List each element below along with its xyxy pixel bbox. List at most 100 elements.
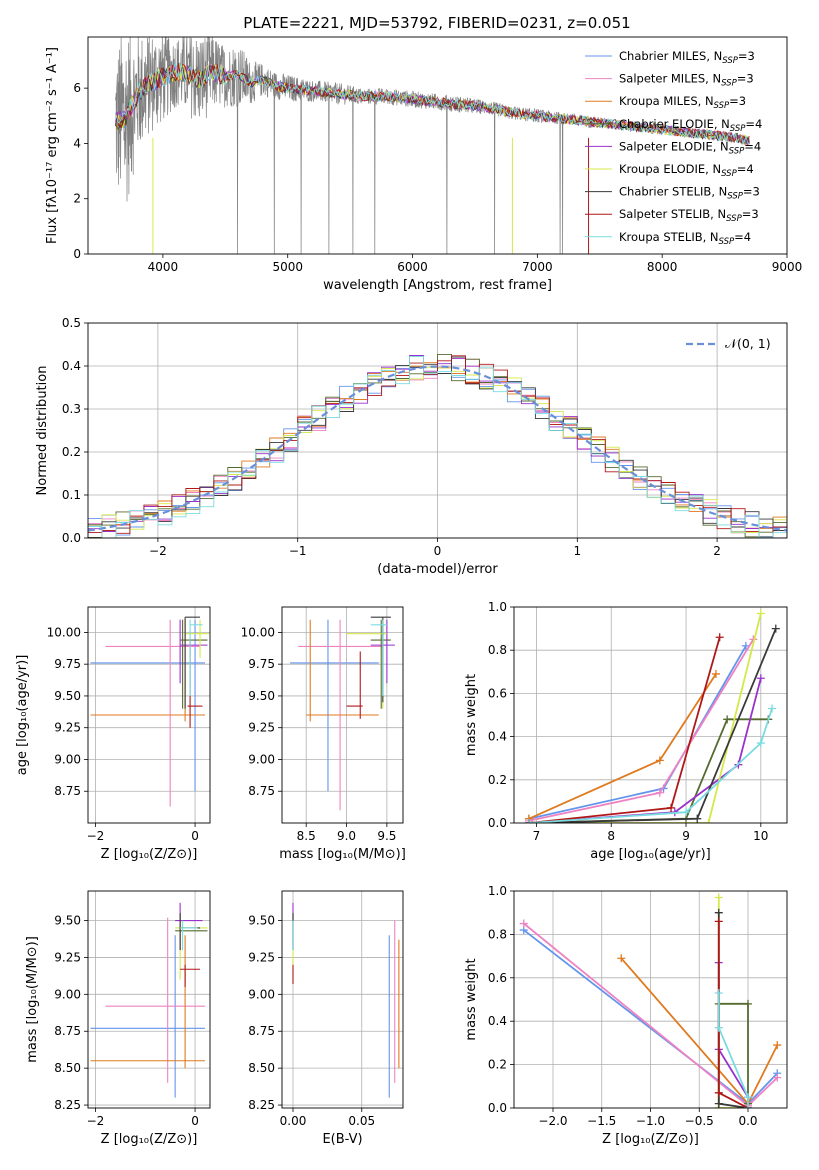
y-tick-label: 0.3 xyxy=(62,402,81,416)
y-tick-label: 9.50 xyxy=(54,689,81,703)
x-tick-label: 9 xyxy=(682,829,690,843)
y-tick-label: 0.4 xyxy=(62,359,81,373)
y-axis-label: Normed distribution xyxy=(35,366,50,496)
weight-marker-kroupa_miles xyxy=(711,669,720,678)
y-tick-label: 0.6 xyxy=(488,686,507,700)
weight-marker-kroupa_miles xyxy=(773,1041,782,1050)
mass_vs_ebv-panel: 0.00 0.05 8.25 8.50 8.75 9.00 9.25 9.50 E(B-V) xyxy=(248,890,404,1147)
normal-curve xyxy=(88,365,787,532)
y-tick-label: 9.75 xyxy=(54,657,81,671)
y-tick-label: 0.4 xyxy=(488,730,507,744)
x-tick-label: 7 xyxy=(533,829,541,843)
weight-line-chabrier_stelib xyxy=(717,912,749,1108)
y-tick-label: 1.0 xyxy=(488,600,507,614)
legend-entry-salpeter_stelib: Salpeter STELIB, NSSP=3 xyxy=(619,207,759,224)
x-tick-label: −2.0 xyxy=(538,1114,567,1128)
residual-histogram-kroupa_stelib xyxy=(88,356,787,538)
weight-marker-chabrier_stelib xyxy=(714,908,723,917)
x-tick-label: 6000 xyxy=(397,260,428,274)
x-tick-label: 0 xyxy=(191,1114,199,1128)
weight-marker-kroupa_stelib xyxy=(524,819,533,823)
weight-marker-salpeter_stelib xyxy=(714,917,723,926)
x-axis-label: Z [log₁₀(Z/Z⊙)] xyxy=(101,847,198,862)
mass_weight_vs_Z-plot-area xyxy=(514,891,787,1108)
residuals-panel: −2 −1 0 1 2 0.0 0.1 0.2 0.3 0.4 0.5 (data-model)/er… xyxy=(35,316,788,577)
legend-entry-chabrier_miles: Chabrier MILES, NSSP=3 xyxy=(619,49,755,66)
axes-frame xyxy=(87,36,788,255)
weight-line-salpeter_stelib xyxy=(528,636,721,823)
legend-entry-salpeter_miles: Salpeter MILES, NSSP=3 xyxy=(619,72,754,89)
weight-marker-kroupa_miles xyxy=(655,756,664,765)
weight-marker-salpeter_stelib xyxy=(714,1088,723,1097)
axes-frame xyxy=(87,606,211,824)
y-tick-label: 0.0 xyxy=(488,816,507,830)
x-tick-label: 0.00 xyxy=(280,1114,307,1128)
figure-title: PLATE=2221, MJD=53792, FIBERID=0231, z=0… xyxy=(243,14,630,32)
weight-marker-chabrier_elodie xyxy=(744,999,752,1008)
x-axis-label: wavelength [Angstrom, rest frame] xyxy=(323,278,552,293)
x-tick-label: 9.0 xyxy=(337,829,356,843)
y-axis-label: mass weight xyxy=(464,958,479,1040)
grid xyxy=(514,891,787,1108)
y-tick-label: 10.00 xyxy=(47,625,81,639)
weight-marker-kroupa_stelib xyxy=(682,808,691,817)
x-tick-label: −2 xyxy=(87,1114,105,1128)
y-tick-label: 8.25 xyxy=(54,1098,81,1112)
x-axis-label: Z [log₁₀(Z/Z⊙)] xyxy=(101,1132,198,1147)
weight-line-chabrier_miles xyxy=(528,645,747,820)
y-tick-label: 0.0 xyxy=(488,1101,507,1115)
x-tick-label: 0 xyxy=(191,829,199,843)
x-tick-label: −1 xyxy=(289,544,307,558)
weight-marker-kroupa_elodie xyxy=(704,819,713,823)
y-tick-label: 1.0 xyxy=(488,884,507,898)
x-tick-label: 1 xyxy=(573,544,581,558)
spectrum-legend: Chabrier MILES, NSSP=3 Salpeter MILES, NS… xyxy=(585,49,762,247)
x-tick-label: 9000 xyxy=(772,260,803,274)
y-tick-label: 9.00 xyxy=(54,752,81,766)
axes-frame xyxy=(513,606,788,824)
axes-frame xyxy=(87,322,788,539)
weight-line-salpeter_stelib xyxy=(717,921,749,1108)
x-tick-label: 0.0 xyxy=(738,1114,757,1128)
weight-marker-kroupa_stelib xyxy=(714,1023,723,1032)
legend-entry-salpeter_elodie: Salpeter ELODIE, NSSP=4 xyxy=(619,139,761,156)
x-tick-label: 0 xyxy=(434,544,442,558)
legend-entry-normal: 𝒩(0, 1) xyxy=(725,336,771,351)
weight-marker-chabrier_stelib xyxy=(771,624,780,633)
y-tick-label: 0.2 xyxy=(62,445,81,459)
y-axis-label: Flux [fλ10⁻¹⁷ erg cm⁻² s⁻¹ A⁻¹] xyxy=(45,47,60,244)
x-tick-label: 8000 xyxy=(647,260,678,274)
x-axis-label: Z [log₁₀(Z/Z⊙)] xyxy=(602,1132,699,1147)
weight-marker-salpeter_miles xyxy=(773,1073,782,1082)
y-tick-label: 0.8 xyxy=(488,927,507,941)
x-tick-label: 5000 xyxy=(272,260,303,274)
residuals-plot-area xyxy=(88,323,787,538)
weight-line-kroupa_elodie xyxy=(529,613,762,823)
y-tick-label: 9.50 xyxy=(248,689,275,703)
x-tick-label: 8.5 xyxy=(297,829,316,843)
x-tick-label: −1.0 xyxy=(636,1114,665,1128)
weight-marker-salpeter_stelib xyxy=(667,803,676,812)
y-tick-label: 8.25 xyxy=(248,1098,275,1112)
legend-entry-kroupa_stelib: Kroupa STELIB, NSSP=4 xyxy=(619,230,751,247)
weight-marker-salpeter_miles xyxy=(519,919,528,928)
y-tick-label: 9.75 xyxy=(248,657,275,671)
weight-marker-kroupa_miles xyxy=(617,954,626,963)
legend-entry-chabrier_elodie: Chabrier ELODIE, NSSP=4 xyxy=(619,117,762,134)
weight-marker-kroupa_elodie xyxy=(714,893,723,902)
model-spectrum-line-kroupa_stelib xyxy=(115,62,750,146)
x-tick-label: 2 xyxy=(713,544,721,558)
x-axis-label: mass [log₁₀(M/M⊙)] xyxy=(279,847,406,862)
y-tick-label: 6 xyxy=(73,81,81,95)
y-axis-label: mass [log₁₀(M/M⊙)] xyxy=(25,936,40,1063)
axes-frame xyxy=(281,606,404,824)
axes-frame xyxy=(87,890,211,1109)
x-axis-label: age [log₁₀(age/yr)] xyxy=(590,847,711,862)
age_vs_Z-plot-area xyxy=(88,607,210,823)
spectrum-plot-area xyxy=(115,37,750,254)
x-tick-label: 9.5 xyxy=(377,829,396,843)
y-tick-label: 4 xyxy=(73,136,81,150)
weight-line-kroupa_stelib xyxy=(717,993,749,1108)
